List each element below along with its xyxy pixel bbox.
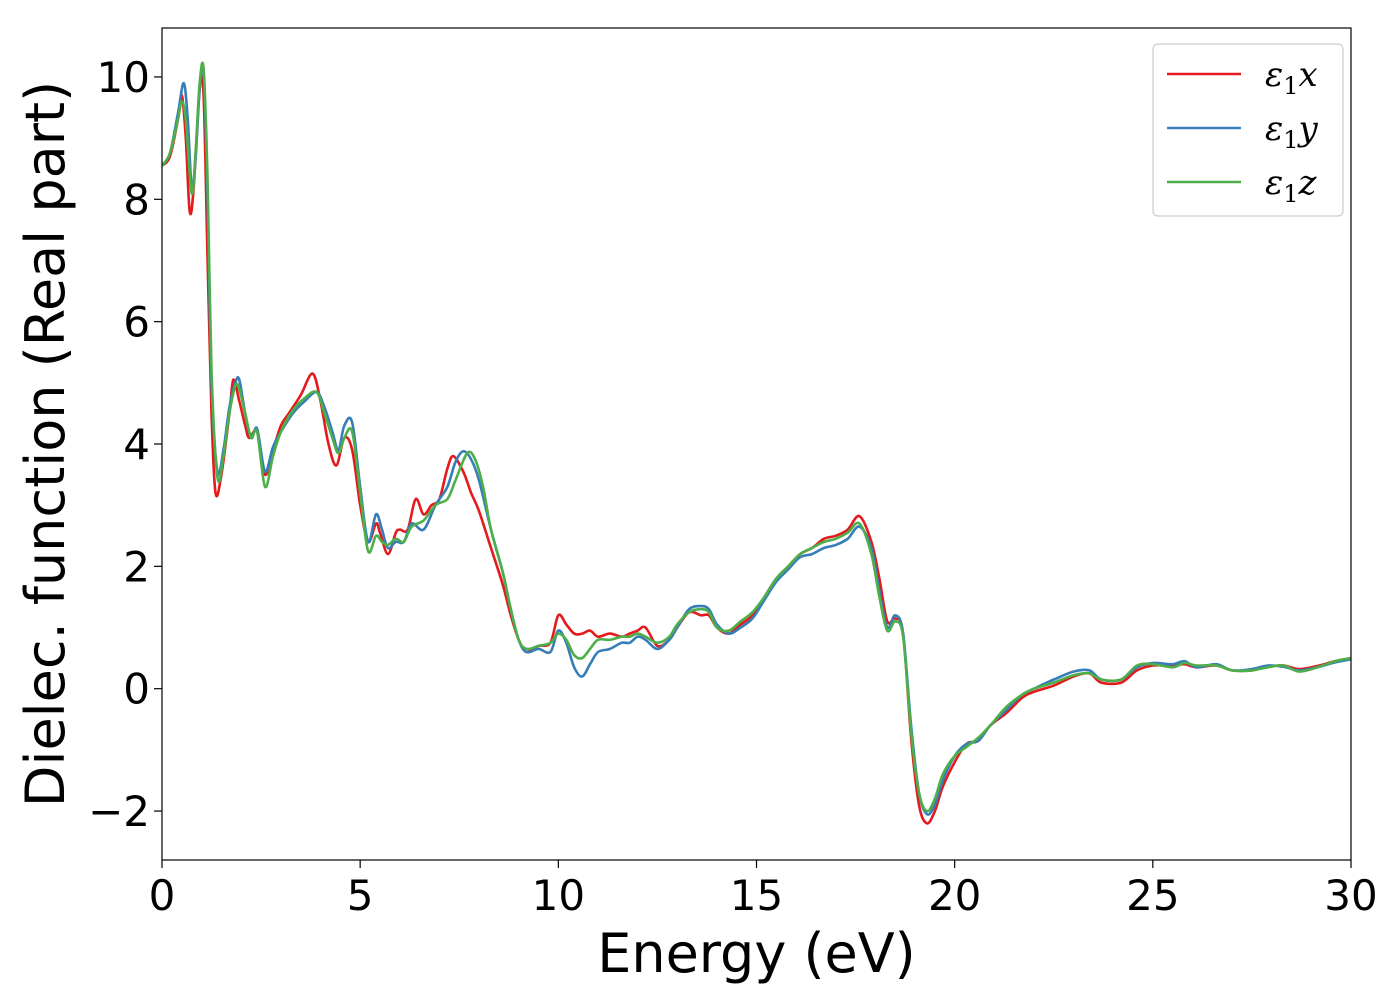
legend-box: [1152, 43, 1344, 217]
legend-label: ε1y: [1265, 109, 1319, 154]
y-tick-label: 6: [123, 298, 150, 347]
y-tick-label: 8: [123, 175, 150, 224]
legend-label: ε1z: [1265, 163, 1318, 208]
x-tick-label: 0: [149, 871, 176, 920]
y-tick-label: 0: [123, 665, 150, 714]
x-axis-label: Energy (eV): [597, 922, 916, 985]
legend-label: ε1x: [1265, 55, 1318, 100]
legend-item-x: ε1x: [1167, 55, 1318, 100]
x-tick-label: 20: [928, 871, 981, 920]
x-tick-label: 30: [1324, 871, 1377, 920]
x-tick-label: 10: [532, 871, 585, 920]
x-tick-label: 5: [347, 871, 374, 920]
y-tick-label: 4: [123, 420, 150, 469]
series-line-z: [162, 61, 1351, 813]
x-tick-label: 25: [1126, 871, 1179, 920]
x-tick-label: 15: [730, 871, 783, 920]
legend: ε1x ε1y ε1z: [1152, 43, 1344, 217]
series-layer: [162, 61, 1351, 825]
y-tick-label: 2: [123, 542, 150, 591]
legend-item-y: ε1y: [1167, 109, 1319, 154]
y-tick-label: −2: [88, 787, 150, 836]
y-tick-label: 10: [97, 53, 150, 102]
y-axis-ticks: −2 0 2 4 6 8 10: [88, 53, 162, 836]
legend-item-z: ε1z: [1167, 163, 1318, 208]
y-axis-label: Dielec. function (Real part): [14, 81, 77, 807]
x-axis-ticks: 0 5 10 15 20 25 30: [149, 860, 1378, 920]
